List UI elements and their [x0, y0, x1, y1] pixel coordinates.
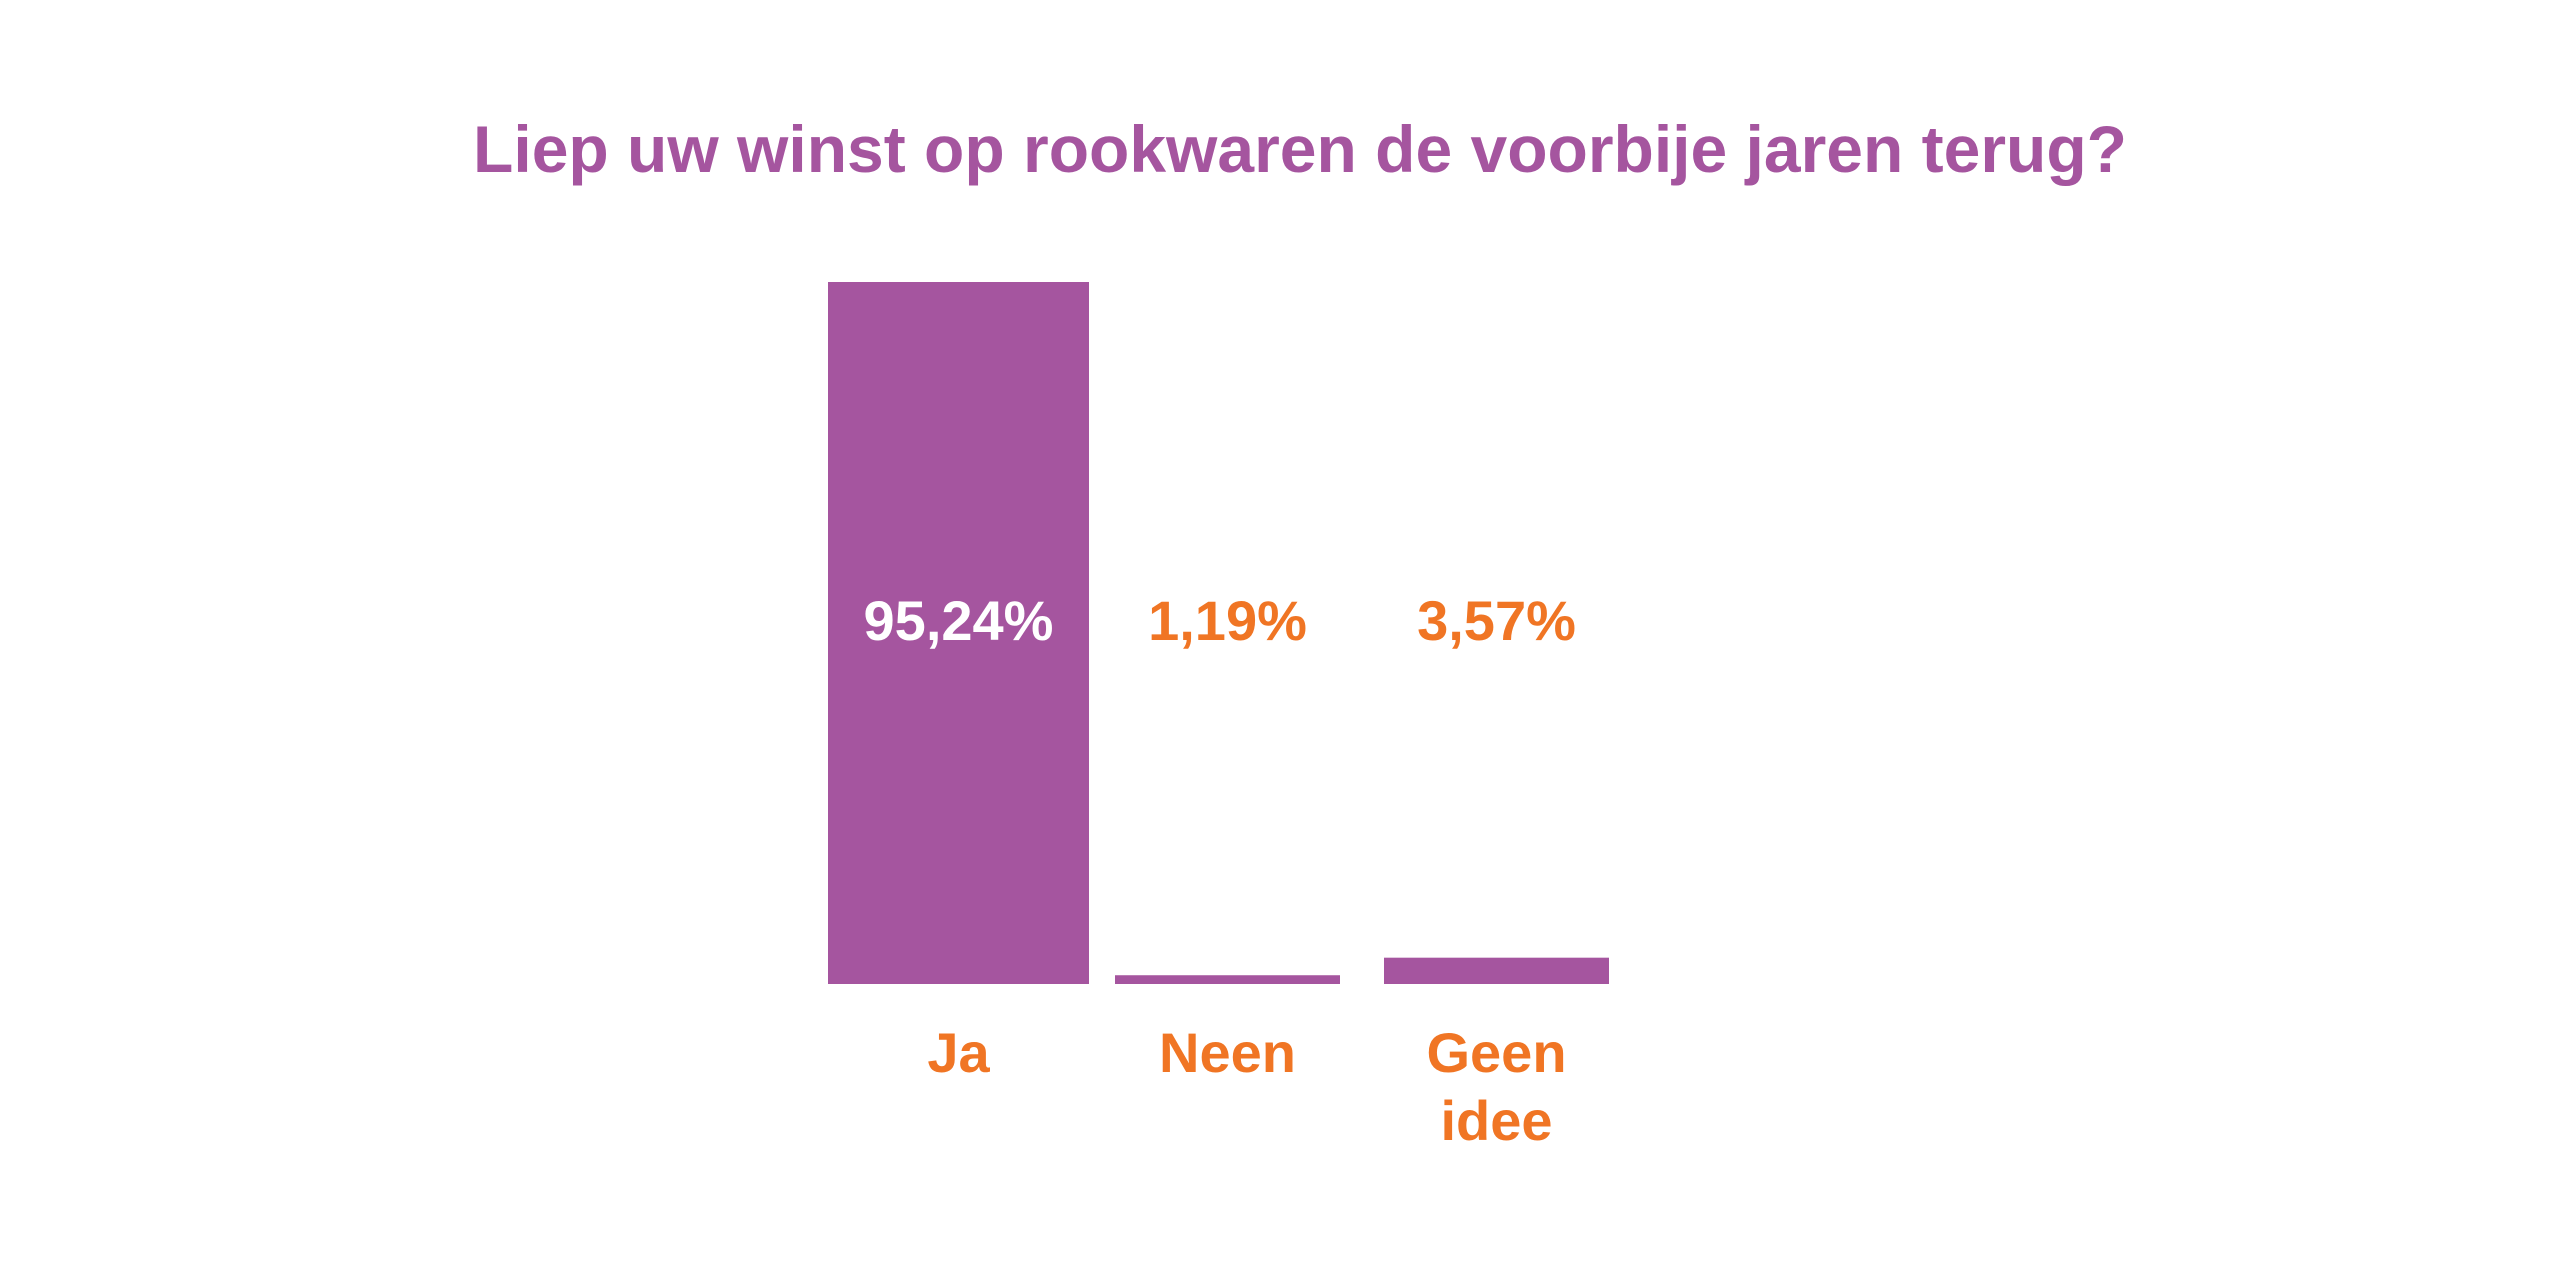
category-label-0-line-0: Ja	[927, 1021, 990, 1084]
value-label-1: 1,19%	[1148, 589, 1307, 652]
category-label-2-line-0: Geen	[1426, 1021, 1566, 1084]
bar-0	[828, 282, 1089, 984]
bar-2	[1384, 957, 1609, 984]
value-label-2: 3,57%	[1417, 589, 1576, 652]
value-label-0: 95,24%	[864, 589, 1054, 652]
category-label-2-line-1: idee	[1440, 1089, 1552, 1152]
bars-layer	[828, 282, 1609, 984]
category-label-1-line-0: Neen	[1159, 1021, 1296, 1084]
value-labels-layer: 95,24% 1,19% 3,57%	[864, 589, 1576, 652]
bar-1	[1115, 975, 1340, 984]
chart-title: Liep uw winst op rookwaren de voorbije j…	[473, 112, 2127, 186]
